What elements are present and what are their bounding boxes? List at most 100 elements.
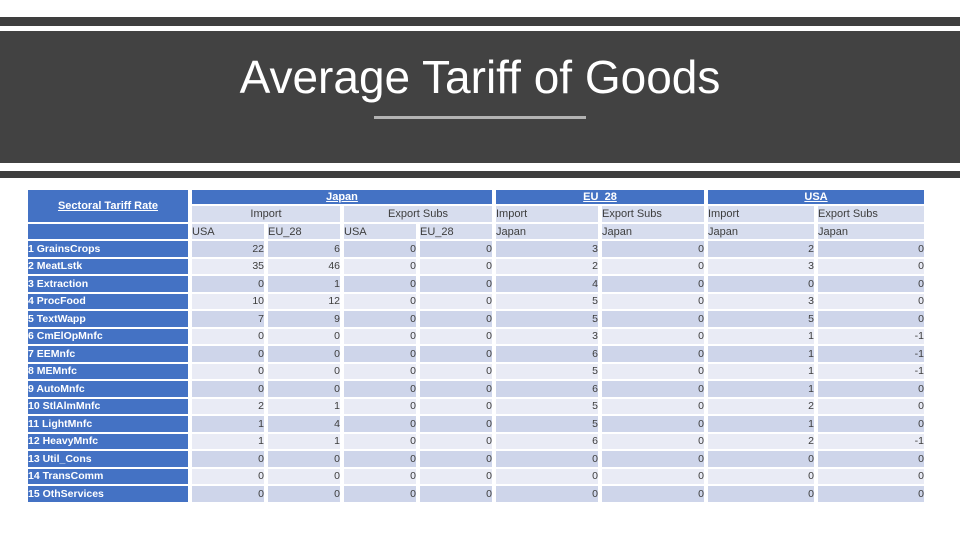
value-cell: 0 <box>268 468 340 484</box>
row-label: 4 ProcFood <box>28 293 188 309</box>
country-header: USA <box>192 224 264 239</box>
value-cell: 0 <box>344 381 416 397</box>
row-label: 10 StlAlmMnfc <box>28 398 188 414</box>
value-cell: 0 <box>420 258 492 274</box>
country-header: Japan <box>708 224 814 239</box>
value-cell: 3 <box>496 241 598 257</box>
country-header: Japan <box>818 224 924 239</box>
value-cell: 0 <box>268 363 340 379</box>
value-cell: 0 <box>602 328 704 344</box>
value-cell: 0 <box>344 241 416 257</box>
subheader-export-subs: Export Subs <box>818 206 924 222</box>
value-cell: 0 <box>602 311 704 327</box>
value-cell: 0 <box>344 328 416 344</box>
value-cell: 0 <box>344 433 416 449</box>
table-row: 12 HeavyMnfc 1 1 0 0 6 0 2 -1 <box>28 433 924 449</box>
value-cell: 6 <box>496 346 598 362</box>
value-cell: 0 <box>602 381 704 397</box>
row-label: 13 Util_Cons <box>28 451 188 467</box>
value-cell: 7 <box>192 311 264 327</box>
value-cell: 0 <box>268 381 340 397</box>
value-cell: 0 <box>344 468 416 484</box>
value-cell: 4 <box>496 276 598 292</box>
value-cell: 0 <box>420 468 492 484</box>
corner-header: Sectoral Tariff Rate <box>28 190 188 222</box>
value-cell: 1 <box>268 276 340 292</box>
value-cell: 0 <box>496 468 598 484</box>
value-cell: 0 <box>818 311 924 327</box>
row-label: 11 LightMnfc <box>28 416 188 432</box>
row-label: 9 AutoMnfc <box>28 381 188 397</box>
value-cell: 3 <box>708 258 814 274</box>
value-cell: 0 <box>420 363 492 379</box>
value-cell: 0 <box>344 293 416 309</box>
country-header: USA <box>344 224 416 239</box>
value-cell: 0 <box>602 293 704 309</box>
value-cell: 0 <box>420 433 492 449</box>
slide-title: Average Tariff of Goods <box>239 51 721 103</box>
value-cell: 0 <box>420 328 492 344</box>
value-cell: 2 <box>192 398 264 414</box>
value-cell: 1 <box>192 416 264 432</box>
row-label: 7 EEMnfc <box>28 346 188 362</box>
table-row: 5 TextWapp 7 9 0 0 5 0 5 0 <box>28 311 924 327</box>
value-cell: 0 <box>420 311 492 327</box>
value-cell: 0 <box>818 258 924 274</box>
value-cell: 0 <box>344 311 416 327</box>
value-cell: 0 <box>420 486 492 502</box>
value-cell: -1 <box>818 328 924 344</box>
table-row: 14 TransComm 0 0 0 0 0 0 0 0 <box>28 468 924 484</box>
value-cell: 5 <box>496 293 598 309</box>
value-cell: 22 <box>192 241 264 257</box>
row-label: 1 GrainsCrops <box>28 241 188 257</box>
row-label: 14 TransComm <box>28 468 188 484</box>
value-cell: 0 <box>818 468 924 484</box>
value-cell: 0 <box>192 328 264 344</box>
value-cell: 0 <box>420 381 492 397</box>
value-cell: 0 <box>708 276 814 292</box>
value-cell: 2 <box>708 241 814 257</box>
value-cell: 2 <box>708 433 814 449</box>
value-cell: 4 <box>268 416 340 432</box>
value-cell: 5 <box>496 311 598 327</box>
value-cell: 1 <box>268 398 340 414</box>
value-cell: 12 <box>268 293 340 309</box>
value-cell: 0 <box>420 346 492 362</box>
subheader-import: Import <box>496 206 598 222</box>
value-cell: 2 <box>496 258 598 274</box>
value-cell: 0 <box>268 346 340 362</box>
value-cell: 6 <box>496 381 598 397</box>
title-band: Average Tariff of Goods <box>0 31 960 163</box>
value-cell: 0 <box>192 346 264 362</box>
value-cell: 0 <box>602 398 704 414</box>
subheader-export-subs: Export Subs <box>602 206 704 222</box>
value-cell: 35 <box>192 258 264 274</box>
value-cell: 0 <box>602 433 704 449</box>
value-cell: 0 <box>344 363 416 379</box>
country-header: Japan <box>602 224 704 239</box>
value-cell: 0 <box>344 486 416 502</box>
table-row: 10 StlAlmMnfc 2 1 0 0 5 0 2 0 <box>28 398 924 414</box>
country-header: EU_28 <box>420 224 492 239</box>
subheader-export-subs: Export Subs <box>344 206 492 222</box>
table-row: 15 OthServices 0 0 0 0 0 0 0 0 <box>28 486 924 502</box>
value-cell: 6 <box>268 241 340 257</box>
value-cell: 0 <box>344 346 416 362</box>
table-row: 7 EEMnfc 0 0 0 0 6 0 1 -1 <box>28 346 924 362</box>
value-cell: 1 <box>192 433 264 449</box>
value-cell: 0 <box>192 276 264 292</box>
value-cell: 0 <box>602 241 704 257</box>
value-cell: 0 <box>192 451 264 467</box>
table-row: 9 AutoMnfc 0 0 0 0 6 0 1 0 <box>28 381 924 397</box>
value-cell: 0 <box>818 486 924 502</box>
group-header-japan: Japan <box>192 190 492 204</box>
value-cell: 1 <box>708 346 814 362</box>
row-label: 5 TextWapp <box>28 311 188 327</box>
value-cell: 1 <box>708 363 814 379</box>
value-cell: 0 <box>818 381 924 397</box>
value-cell: 0 <box>420 416 492 432</box>
table-row: 6 CmElOpMnfc 0 0 0 0 3 0 1 -1 <box>28 328 924 344</box>
value-cell: 3 <box>496 328 598 344</box>
value-cell: 0 <box>818 451 924 467</box>
value-cell: 0 <box>344 398 416 414</box>
